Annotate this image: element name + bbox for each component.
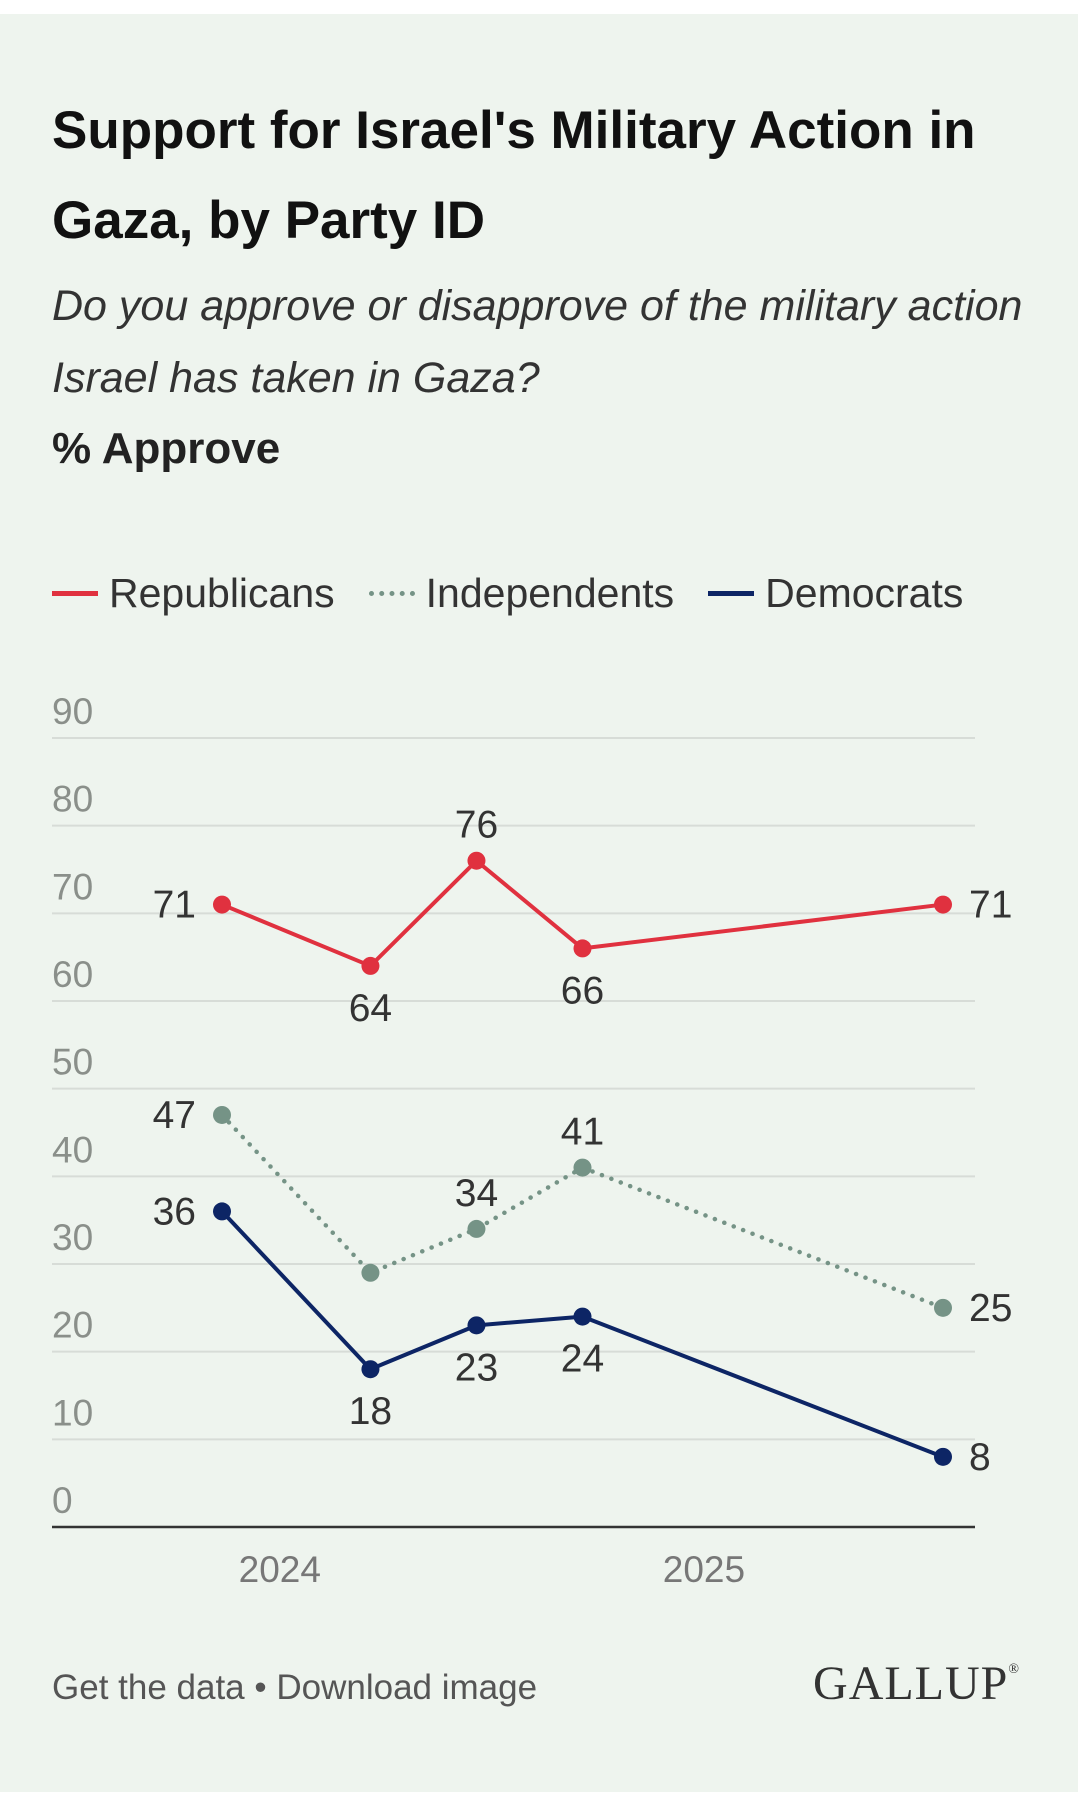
data-label-independents-3: 41 [561, 1111, 604, 1154]
series-line-democrats [220, 1209, 945, 1459]
data-label-democrats-0: 36 [153, 1190, 196, 1233]
data-point-independents-4 [934, 1298, 952, 1317]
brand-name: GALLUP [813, 1657, 1009, 1710]
legend-swatch-independents [368, 590, 415, 596]
data-label-independents-4: 25 [969, 1287, 1012, 1330]
data-point-republicans-4 [934, 895, 952, 914]
legend-item-independents: Independents [368, 569, 675, 617]
data-point-independents-1 [361, 1263, 380, 1282]
footer-separator: • [244, 1668, 277, 1707]
data-label-republicans-2: 76 [455, 804, 498, 847]
legend-item-republicans: Republicans [52, 570, 335, 617]
legend-swatch-republicans [52, 590, 98, 596]
data-point-democrats-1 [361, 1360, 380, 1379]
data-label-republicans-4: 71 [969, 884, 1012, 927]
footer-links: Get the data • Download image [52, 1668, 537, 1708]
y-tick-label-40: 40 [52, 1129, 93, 1170]
chart-card [0, 14, 1078, 1792]
line-chart: 0 10 20 30 40 50 60 70 80 90 2024 2025 71 64 76 66 71 47 3… [52, 691, 1012, 1590]
data-point-independents-3 [573, 1158, 592, 1177]
legend-swatch-democrats [708, 590, 755, 596]
data-point-republicans-3 [573, 939, 592, 958]
data-label-democrats-3: 24 [561, 1338, 604, 1381]
y-tick-label-80: 80 [52, 779, 93, 820]
y-tick-label-0: 0 [52, 1480, 73, 1521]
data-point-independents-0 [213, 1105, 231, 1124]
y-tick-label-90: 90 [52, 691, 93, 732]
data-label-democrats-2: 23 [455, 1346, 498, 1389]
legend-item-democrats: Democrats [708, 570, 963, 617]
data-point-independents-2 [467, 1219, 486, 1238]
registered-mark: ® [1008, 1662, 1020, 1677]
data-label-republicans-3: 66 [561, 969, 604, 1012]
legend-label-independents: Independents [425, 569, 675, 616]
data-point-republicans-1 [361, 956, 380, 975]
y-tick-label-30: 30 [52, 1217, 93, 1258]
y-tick-label-20: 20 [52, 1305, 93, 1346]
legend: Republicans Independents Democrats [52, 568, 997, 618]
data-point-democrats-3 [573, 1307, 592, 1326]
data-label-independents-0: 47 [153, 1094, 196, 1137]
get-data-link[interactable]: Get the data [52, 1668, 245, 1707]
legend-label-republicans: Republicans [109, 569, 335, 616]
x-tick-label-2024: 2024 [239, 1549, 321, 1590]
chart-subtitle: Do you approve or disapprove of the mili… [52, 282, 1023, 402]
data-label-republicans-1: 64 [349, 987, 392, 1030]
data-point-democrats-2 [467, 1316, 486, 1335]
data-label-republicans-0: 71 [153, 884, 196, 927]
measure-label: % Approve [52, 424, 281, 473]
data-label-democrats-4: 8 [969, 1436, 991, 1479]
chart-title: Support for Israel's Military Action in … [52, 101, 976, 250]
data-point-republicans-2 [467, 851, 486, 870]
data-point-republicans-0 [213, 895, 231, 914]
legend-label-democrats: Democrats [765, 569, 964, 616]
data-point-democrats-4 [934, 1447, 952, 1466]
download-image-link[interactable]: Download image [276, 1668, 538, 1707]
y-tick-label-10: 10 [52, 1392, 93, 1433]
y-tick-label-50: 50 [52, 1042, 93, 1083]
data-point-democrats-0 [213, 1202, 231, 1221]
x-tick-label-2025: 2025 [663, 1549, 745, 1590]
y-tick-label-70: 70 [52, 866, 93, 907]
data-label-independents-2: 34 [455, 1172, 498, 1215]
data-label-democrats-1: 18 [349, 1390, 392, 1433]
y-tick-label-60: 60 [52, 954, 93, 995]
gallup-logo: GALLUP® [813, 1656, 1020, 1711]
